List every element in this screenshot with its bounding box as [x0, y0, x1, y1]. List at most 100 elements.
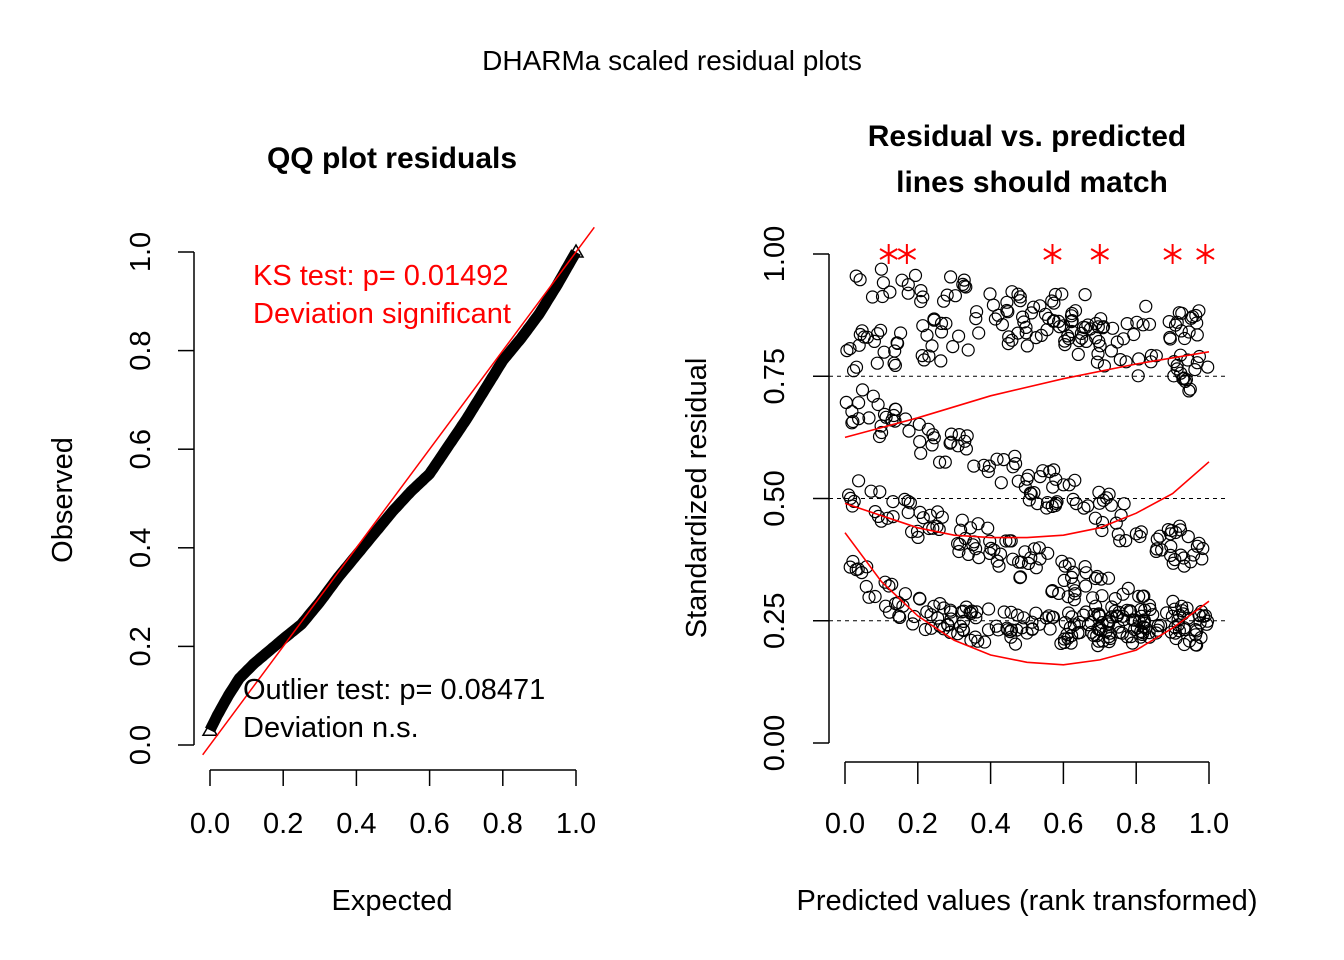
residual-point: [1067, 618, 1081, 632]
residual-point: [853, 273, 867, 287]
residual-point: [1174, 324, 1188, 338]
residual-point: [1095, 515, 1110, 530]
quantile-fit-line: [844, 532, 1210, 666]
residual-point: [1096, 320, 1111, 334]
residual-point: [1052, 586, 1066, 601]
residual-point: [1192, 536, 1206, 550]
residual-x-tick-label: 1.0: [1189, 808, 1229, 840]
residual-point: [1065, 324, 1079, 339]
residual-point: [997, 453, 1011, 467]
residual-point: [1081, 618, 1096, 632]
residual-point: [955, 513, 969, 527]
residual-point: [1000, 303, 1014, 318]
residual-point: [1102, 614, 1117, 628]
residual-x-tick-label: 0.0: [825, 808, 865, 840]
residual-ylabel: Standardized residual: [681, 358, 713, 639]
residual-point: [864, 484, 878, 498]
residual-point: [871, 397, 885, 412]
residual-point: [1130, 315, 1144, 329]
residual-x-tick-label: 0.6: [1043, 808, 1083, 840]
residual-point: [924, 608, 938, 622]
residual-point: [987, 543, 1001, 557]
residual-point: [1033, 552, 1047, 566]
residual-point: [1096, 634, 1110, 648]
residual-point: [970, 605, 984, 619]
residual-point: [943, 436, 957, 450]
residual-point: [934, 354, 948, 368]
residual-point: [1195, 552, 1209, 566]
residual-point: [934, 316, 949, 330]
qq-axes: 0.0 0.2 0.4 0.6 0.8 1.0 0.0 0.2 0.4 0.6 0.8 1.0: [125, 232, 596, 840]
residual-point: [1091, 638, 1105, 653]
residual-point: [969, 312, 983, 326]
outlier-star: [1090, 244, 1109, 264]
residual-point: [875, 289, 890, 304]
residual-point: [1149, 626, 1163, 640]
residual-point: [846, 364, 861, 378]
residual-point: [1045, 499, 1059, 513]
residual-point: [1005, 285, 1019, 299]
residual-point: [873, 323, 888, 337]
residual-point: [1040, 323, 1054, 337]
residual-point: [1090, 569, 1104, 584]
residual-point: [1092, 334, 1106, 349]
residual-point: [1105, 321, 1120, 335]
residual-point: [1095, 523, 1109, 538]
residual-point: [957, 604, 971, 618]
residual-point: [870, 327, 885, 341]
residual-point: [1068, 304, 1083, 318]
residual-point: [1095, 589, 1109, 603]
residual-point: [1066, 492, 1080, 506]
outlier-star-stroke: [897, 248, 917, 260]
residual-point: [1094, 572, 1108, 586]
residual-point: [1181, 353, 1195, 367]
residual-point: [893, 326, 908, 340]
residual-xlabel: Predicted values (rank transformed): [797, 885, 1258, 917]
residual-point: [1025, 622, 1040, 636]
residual-point: [1116, 332, 1131, 346]
residual-point: [967, 459, 981, 473]
qq-y-tick-label: 0.8: [125, 330, 157, 370]
residual-point: [845, 416, 859, 430]
outlier-star: [1163, 244, 1182, 264]
residual-point: [940, 617, 955, 632]
residual-y-tick-label: 0.75: [759, 348, 791, 404]
residual-point: [1132, 615, 1146, 629]
residual-point: [964, 606, 978, 621]
residual-point: [972, 326, 986, 340]
outlier-star: [1043, 244, 1062, 264]
residual-point: [1188, 363, 1202, 377]
residual-y-tick-label: 0.50: [759, 470, 791, 526]
qq-marks: [201, 226, 595, 756]
figure-title: DHARMa scaled residual plots: [482, 45, 862, 76]
residual-point: [956, 623, 971, 638]
residual-point: [1134, 624, 1148, 639]
residual-point: [972, 550, 986, 565]
residual-y-tick-label: 1.00: [759, 226, 791, 282]
residual-point: [935, 510, 949, 524]
residual-point: [933, 596, 947, 611]
residual-point: [888, 358, 903, 372]
residual-point: [1045, 584, 1059, 599]
residual-point: [901, 278, 915, 292]
residual-point: [1186, 548, 1201, 562]
residual-point: [1024, 306, 1039, 320]
residual-point: [1063, 620, 1078, 635]
residual-point: [1119, 355, 1133, 369]
outlier-star-stroke: [879, 248, 898, 260]
qq-panel: QQ plot residuals Expected Observed 0.0 0…: [47, 142, 596, 917]
residual-point: [1127, 622, 1142, 637]
residual-point: [873, 485, 887, 499]
residual-point: [943, 603, 958, 617]
residual-point: [930, 505, 945, 519]
residual-point: [1004, 605, 1018, 619]
residual-point: [1065, 306, 1079, 321]
residual-point: [1088, 571, 1103, 586]
residual-point: [1168, 620, 1182, 635]
residual-point: [882, 605, 897, 619]
residual-point: [867, 334, 882, 348]
residual-point: [901, 494, 915, 508]
qq-y-tick-label: 0.2: [125, 626, 157, 666]
residual-point: [1038, 307, 1053, 321]
